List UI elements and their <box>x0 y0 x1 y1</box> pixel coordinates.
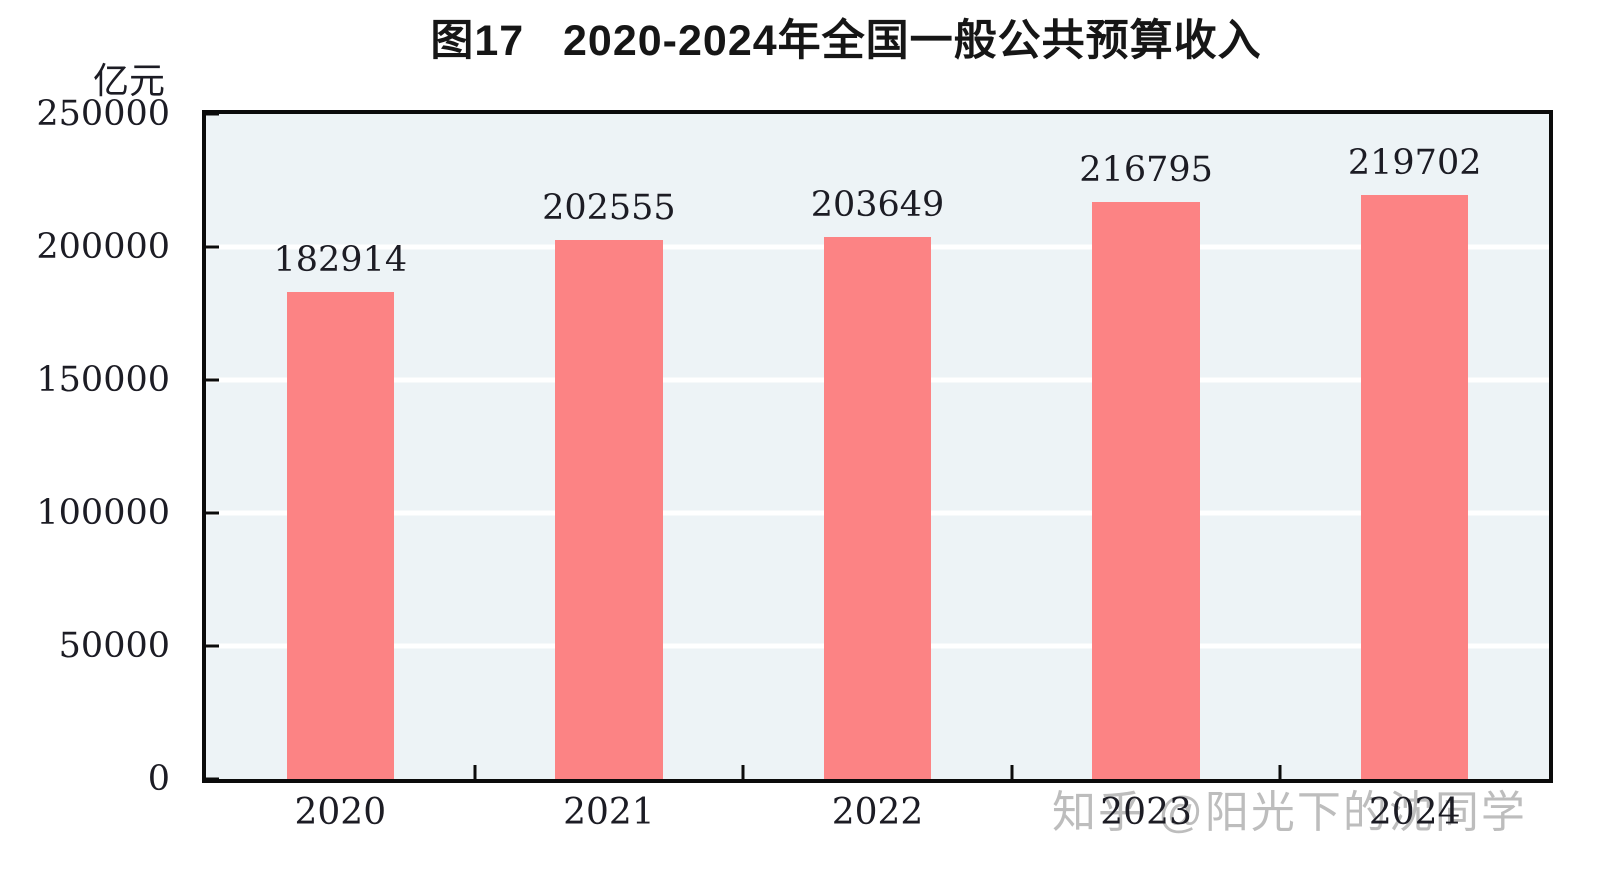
y-axis-tick-label: 150000 <box>36 360 170 400</box>
x-axis-tick-mark <box>1278 765 1282 779</box>
y-axis-tick-mark <box>206 644 219 648</box>
x-axis-tick-label: 2020 <box>294 792 387 833</box>
y-axis-tick-mark <box>206 511 219 515</box>
y-axis-tick-label: 250000 <box>36 94 170 134</box>
y-axis-tick-mark <box>206 245 219 249</box>
x-axis-tick-mark <box>1010 765 1014 779</box>
bar-value-label: 182914 <box>273 240 408 281</box>
x-axis-tick-label: 2022 <box>831 792 924 833</box>
bar-2024 <box>1360 194 1469 779</box>
y-axis-tick-label: 200000 <box>36 227 170 267</box>
x-axis-tick-label: 2024 <box>1368 792 1461 833</box>
bar-value-label: 216795 <box>1079 150 1213 191</box>
y-axis-tick-mark <box>206 114 219 116</box>
x-axis-tick-label: 2023 <box>1100 792 1192 833</box>
y-axis-tick-label: 50000 <box>58 626 170 666</box>
plot-area <box>202 110 1553 783</box>
x-axis-tick-mark <box>741 765 745 779</box>
chart-title: 图17 2020-2024年全国一般公共预算收入 <box>430 17 1262 65</box>
bar-value-label: 219702 <box>1347 142 1482 183</box>
y-axis-tick-label: 100000 <box>36 493 170 533</box>
bar-2020 <box>286 292 395 779</box>
x-axis-tick-label: 2021 <box>563 792 655 833</box>
y-axis-unit-label: 亿元 <box>92 61 165 102</box>
bar-value-label: 202555 <box>542 188 676 229</box>
y-axis-tick-mark <box>206 777 219 779</box>
bar-value-label: 203649 <box>810 185 945 226</box>
watermark: 知乎 @阳光下的沈同学 <box>1052 788 1527 837</box>
bar-2021 <box>555 240 663 779</box>
y-axis-tick-label: 0 <box>147 759 170 799</box>
bar-2022 <box>823 237 932 779</box>
bar-2023 <box>1092 202 1200 779</box>
y-axis-tick-mark <box>206 378 219 382</box>
x-axis-tick-mark <box>473 765 477 779</box>
plot-inner-area <box>206 114 1549 779</box>
